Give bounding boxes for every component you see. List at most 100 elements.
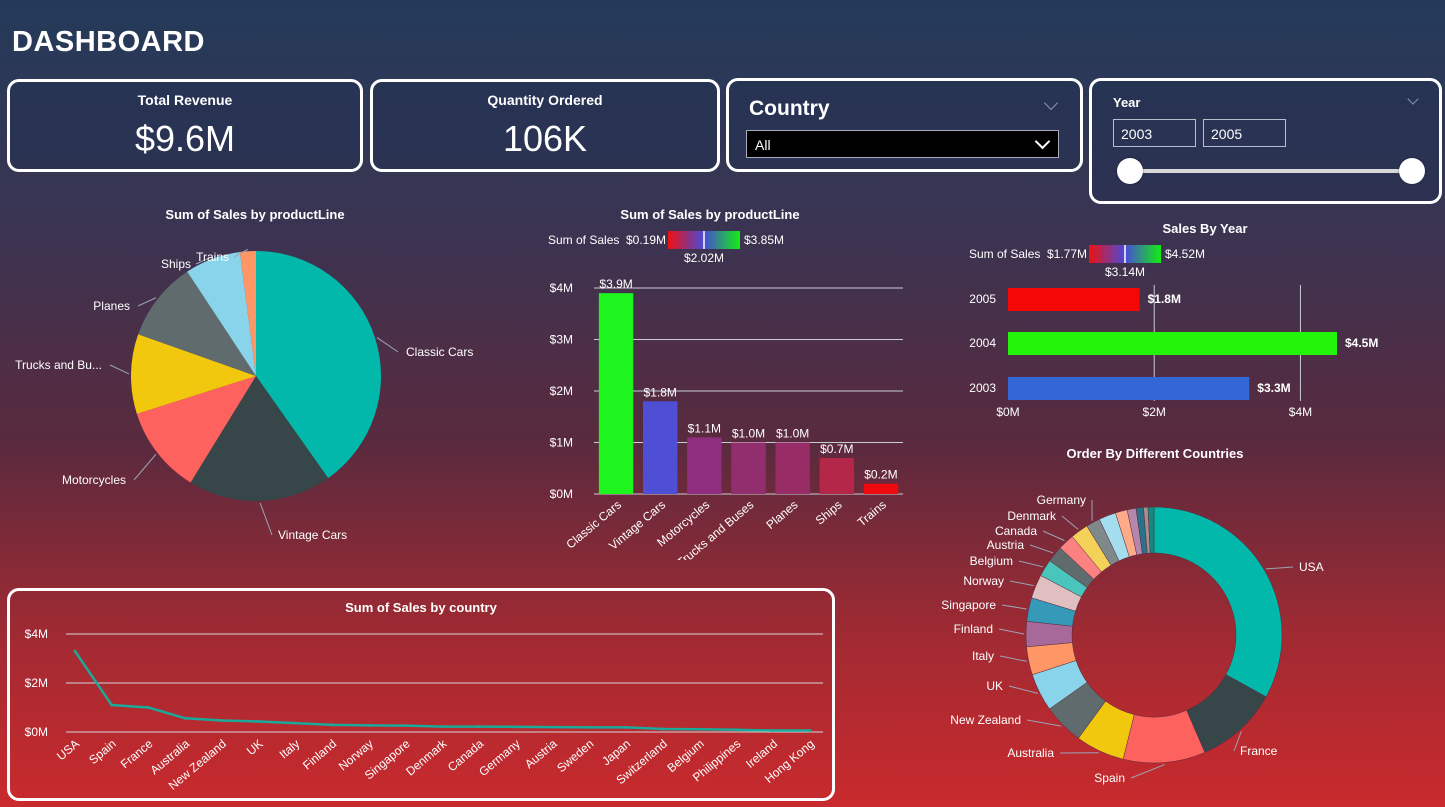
bar-data-label: $3.9M (599, 277, 632, 291)
year-xtick: $4M (1289, 405, 1312, 419)
bar-vintage-cars[interactable] (642, 401, 678, 494)
pie-chart: Classic Cars Vintage Cars Motorcycles Truck… (15, 248, 473, 542)
legend-min: $1.77M (1047, 247, 1087, 261)
line-point-switzerland[interactable] (661, 727, 665, 731)
line-point-sweden[interactable] (588, 725, 591, 729)
bar-planes[interactable] (775, 442, 810, 495)
donut-leader-line (1130, 764, 1165, 779)
bar-motorcycles[interactable] (687, 437, 722, 494)
line-point-singapore[interactable] (404, 724, 408, 728)
bar-xtick: Planes (763, 498, 800, 532)
bar-ytick: $0M (550, 487, 573, 501)
bar-trains[interactable] (863, 483, 899, 494)
country-slicer: Country All (726, 78, 1083, 172)
donut-leader-line (1008, 685, 1038, 694)
line-xtick: Austria (522, 736, 560, 771)
bar-data-label: $0.7M (820, 442, 853, 456)
line-point-austria[interactable] (551, 725, 555, 729)
kpi-revenue-label: Total Revenue (137, 92, 233, 108)
pie-leader-line (259, 502, 273, 536)
year-slider-track[interactable] (1129, 169, 1411, 173)
donut-slice-hong-kong[interactable] (1147, 506, 1155, 554)
bar-chart-title: Sum of Sales by productLine (620, 207, 800, 222)
year-data-label: $3.3M (1257, 381, 1290, 395)
chevron-down-icon[interactable] (1043, 95, 1059, 111)
donut-label-austria: Austria (987, 538, 1025, 552)
line-xtick: USA (54, 737, 82, 764)
year-from-input[interactable]: 2003 (1113, 119, 1196, 147)
donut-leader-line (999, 655, 1027, 662)
year-slicer: Year 2003 2005 (1089, 78, 1442, 204)
line-point-belgium[interactable] (698, 727, 702, 731)
bar-ships[interactable] (819, 457, 855, 494)
year-data-label: $1.8M (1148, 292, 1181, 306)
page-title: DASHBOARD (12, 26, 205, 58)
legend-max: $3.85M (744, 233, 784, 247)
year-slider-end-handle[interactable] (1399, 158, 1425, 184)
line-point-finland[interactable] (330, 723, 334, 727)
legend-mid: $2.02M (684, 251, 724, 265)
line-xtick: Sweden (554, 737, 596, 776)
bar-data-label: $0.2M (864, 468, 897, 482)
year-slicer-title: Year (1113, 95, 1141, 110)
chevron-down-icon[interactable] (1407, 93, 1419, 105)
pie-label-trains: Trains (196, 250, 229, 264)
line-xtick: Finland (300, 737, 339, 773)
pie-slice-trucks-and-bu[interactable] (131, 334, 256, 414)
donut-label-canada: Canada (995, 524, 1037, 538)
line-point-hong-kong[interactable] (808, 729, 812, 733)
bar-data-label: $1.1M (688, 421, 721, 435)
donut-label-belgium: Belgium (970, 554, 1013, 568)
pie-slice-ships[interactable] (187, 252, 256, 376)
bar-trucks-and-buses[interactable] (731, 442, 766, 495)
year-category-label: 2005 (969, 292, 996, 306)
line-point-germany[interactable] (514, 725, 518, 729)
year-xtick: $0M (996, 405, 1019, 419)
line-point-philippines[interactable] (735, 728, 738, 732)
line-point-uk[interactable] (257, 719, 261, 723)
line-point-denmark[interactable] (441, 725, 444, 729)
pie-leader-line (137, 297, 157, 307)
donut-leader-line (1018, 560, 1044, 568)
line-xtick: Spain (86, 737, 119, 767)
year-bar-2005[interactable] (1008, 288, 1140, 311)
line-xtick: Germany (476, 737, 523, 779)
line-point-france[interactable] (147, 706, 150, 709)
line-point-australia[interactable] (183, 716, 187, 720)
line-point-italy[interactable] (294, 721, 297, 725)
year-bar-2004[interactable] (1008, 332, 1337, 355)
pie-slice-classic-cars[interactable] (256, 251, 382, 479)
year-to-input[interactable]: 2005 (1203, 119, 1286, 147)
year-bar-2003[interactable] (1008, 377, 1250, 400)
bar-ytick: $4M (550, 281, 573, 295)
line-point-new-zealand[interactable] (220, 718, 224, 722)
line-point-canada[interactable] (477, 725, 481, 729)
donut-slice-usa[interactable] (1153, 506, 1283, 698)
line-point-norway[interactable] (367, 723, 371, 727)
bar-data-label: $1.8M (644, 385, 677, 399)
donut-leader-line (1029, 544, 1054, 554)
bar-ytick: $3M (550, 333, 573, 347)
line-xtick: UK (244, 737, 266, 758)
pie-slice-vintage-cars[interactable] (190, 376, 329, 501)
year-slider-start-handle[interactable] (1117, 158, 1143, 184)
pie-label-classic-cars: Classic Cars (406, 345, 473, 359)
pie-slice-trains[interactable] (239, 251, 256, 376)
donut-label-uk: UK (986, 679, 1003, 693)
donut-label-germany: Germany (1037, 493, 1086, 507)
donut-label-singapore: Singapore (941, 598, 996, 612)
pie-slice-motorcycles[interactable] (136, 376, 256, 483)
bar-classic-cars[interactable] (598, 293, 634, 494)
line-point-spain[interactable] (110, 703, 114, 707)
bar-ytick: $1M (550, 436, 573, 450)
line-point-ireland[interactable] (771, 729, 775, 733)
country-dropdown[interactable]: All (746, 130, 1059, 158)
line-ytick: $4M (25, 627, 48, 641)
line-ytick: $2M (25, 676, 48, 690)
donut-label-denmark: Denmark (1007, 509, 1057, 523)
line-point-usa[interactable] (73, 649, 77, 653)
donut-leader-line (1009, 580, 1034, 587)
line-point-japan[interactable] (624, 725, 628, 729)
pie-slice-planes[interactable] (138, 271, 256, 376)
donut-label-finland: Finland (954, 622, 993, 636)
